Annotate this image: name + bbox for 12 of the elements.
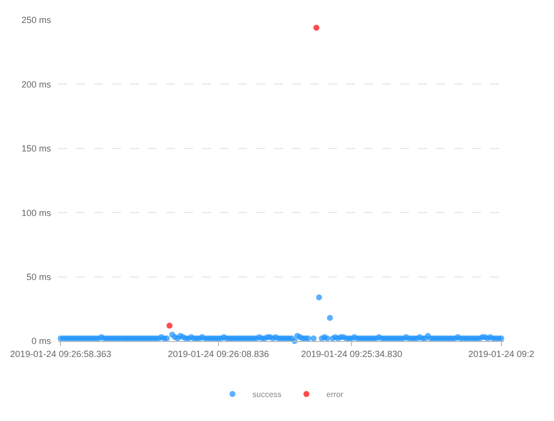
y-tick-label: 0 ms [31,336,52,346]
legend-label: error [326,390,344,400]
legend-label: success [252,390,282,400]
y-tick-label: 250 ms [21,15,52,26]
y-tick-label: 50 ms [26,272,52,282]
x-tick-label: 2019-01-24 09:26:08.836 [168,348,269,359]
x-tick-label: 2019-01-24 09:25:34.830 [301,348,402,359]
y-tick-label: 100 ms [21,208,52,218]
x-tick-label: 2019-01-24 09:26:58.363 [10,348,112,359]
y-tick-label: 150 ms [21,144,52,154]
y-tick-label: 200 ms [21,79,52,90]
x-tick-label: 2019-01-24 09:2 [468,348,534,359]
